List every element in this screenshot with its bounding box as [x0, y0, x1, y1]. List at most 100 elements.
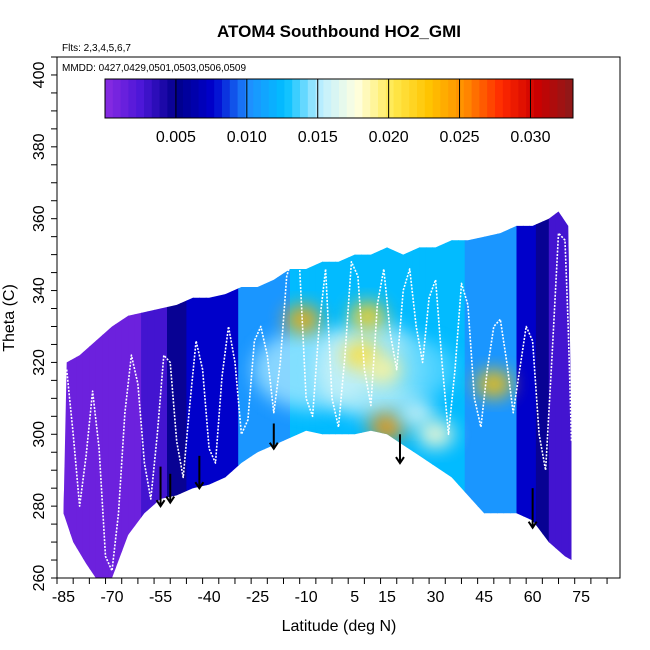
x-tick-label: 75	[572, 589, 590, 606]
colorbar-swatch	[495, 79, 504, 118]
y-axis: 260 280 300 320 340 360 380 400	[31, 56, 57, 592]
colorbar-swatch	[393, 79, 402, 118]
heatmap-column	[192, 211, 200, 578]
colorbar-swatch	[151, 79, 161, 118]
heatmap-column	[160, 211, 168, 578]
heatmap-column	[490, 211, 498, 578]
x-tick-label: -10	[295, 589, 318, 606]
descent-arrow	[165, 473, 176, 505]
heatmap-column	[257, 211, 265, 578]
descent-arrow	[527, 488, 538, 530]
heatmap-column	[341, 211, 349, 578]
heatmap-column	[115, 211, 123, 578]
heatmap-column	[63, 211, 65, 578]
colorbar-swatch	[214, 79, 223, 118]
colorbar-swatch	[463, 79, 473, 118]
heatmap-column	[82, 211, 90, 578]
y-axis-label: Theta (C)	[1, 284, 18, 352]
heatmap-column	[199, 211, 207, 578]
descent-arrow	[194, 455, 205, 490]
heatmap-column	[419, 211, 427, 578]
heatmap-column	[212, 211, 220, 578]
heatmap-column	[561, 211, 569, 578]
x-tick-label: -40	[198, 589, 221, 606]
y-tick-label: 380	[31, 133, 48, 160]
heatmap-column	[497, 211, 505, 578]
colorbar: 0.005 0.010 0.015 0.020 0.025 0.030	[104, 78, 574, 146]
heatmap-column	[477, 211, 485, 578]
colorbar-swatch	[136, 79, 145, 118]
flight-track	[65, 232, 573, 572]
heatmap-column	[458, 211, 466, 578]
colorbar-swatch	[292, 79, 301, 118]
x-tick-label: 5	[350, 589, 359, 606]
heatmap-column	[121, 211, 129, 578]
colorbar-swatch	[276, 79, 285, 118]
colorbar-swatch	[417, 79, 426, 118]
heatmap-column	[412, 211, 420, 578]
colorbar-swatch	[206, 79, 215, 118]
heatmap-column	[69, 211, 77, 578]
colorbar-frame	[104, 78, 574, 119]
colorbar-tick-label: 0.005	[156, 129, 196, 146]
colorbar-swatch	[323, 79, 332, 118]
heatmap-high	[349, 301, 386, 330]
y-tick-label: 340	[31, 277, 48, 304]
heatmap-high	[475, 369, 512, 398]
colorbar-tick-label: 0.030	[510, 129, 550, 146]
heatmap-column	[63, 211, 71, 578]
chart-title: ATOM4 Southbound HO2_GMI	[217, 22, 461, 41]
heatmap-column	[438, 211, 446, 578]
colorbar-swatch	[261, 79, 270, 118]
heatmap-column	[270, 211, 278, 578]
colorbar-swatch	[565, 79, 574, 118]
heatmap-column	[141, 211, 149, 578]
colorbar-tick-label: 0.020	[369, 129, 409, 146]
colorbar-swatch	[440, 79, 449, 118]
heatmap-layer	[63, 211, 573, 578]
heatmap-column	[128, 211, 136, 578]
heatmap-high	[417, 420, 454, 449]
heatmap-column	[238, 211, 246, 578]
colorbar-swatch	[487, 79, 496, 118]
heatmap-column	[445, 211, 453, 578]
colorbar-swatch	[315, 79, 324, 118]
descent-arrow	[155, 466, 166, 508]
colorbar-swatch	[456, 79, 465, 118]
x-tick-label: -85	[52, 589, 75, 606]
colorbar-swatch	[128, 79, 137, 118]
descent-arrow	[395, 434, 405, 465]
colorbar-swatch	[557, 79, 566, 118]
heatmap-high	[365, 355, 402, 384]
heatmap-column	[134, 211, 142, 578]
flight-tracks	[65, 232, 573, 572]
colorbar-tick-label: 0.010	[227, 129, 267, 146]
heatmap-column	[231, 211, 239, 578]
colorbar-swatch	[105, 79, 114, 118]
flights-note: Flts: 2,3,4,5,6,7	[62, 43, 131, 54]
heatmap-column	[173, 211, 181, 578]
x-tick-label: 60	[524, 589, 542, 606]
heatmap-column	[218, 211, 226, 578]
colorbar-swatch	[112, 79, 122, 118]
heatmap-column	[205, 211, 213, 578]
y-tick-label: 280	[31, 493, 48, 520]
heatmap-column	[147, 211, 155, 578]
heatmap-column	[89, 211, 97, 578]
colorbar-swatch	[541, 79, 551, 118]
colorbar-swatch	[245, 79, 254, 118]
x-tick-label: -55	[149, 589, 172, 606]
colorbar-swatch	[385, 79, 395, 118]
heatmap-column	[542, 211, 550, 578]
x-tick-label: 15	[378, 589, 396, 606]
y-tick-label: 260	[31, 565, 48, 592]
heatmap-column	[503, 211, 511, 578]
x-axis: -85 -70 -55 -40 -25 -10 5 15 30 45 60 75	[52, 578, 608, 606]
colorbar-swatch	[502, 79, 512, 118]
heatmap-column	[180, 211, 188, 578]
colorbar-swatch	[284, 79, 293, 118]
heatmap-column	[568, 211, 572, 578]
heatmap-column	[95, 211, 103, 578]
heatmap-column	[510, 211, 518, 578]
colorbar-swatch	[167, 79, 176, 118]
